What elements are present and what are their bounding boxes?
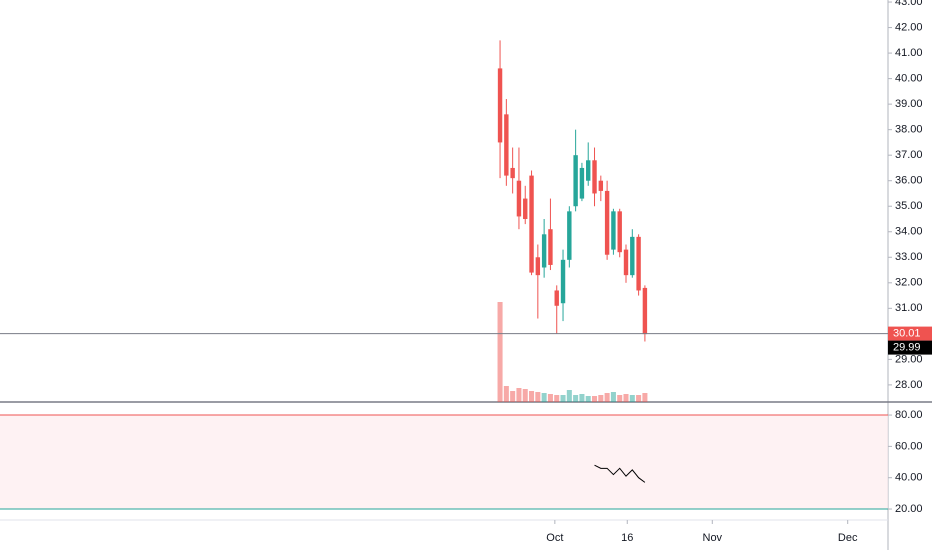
x-tick-label: Nov xyxy=(703,532,723,544)
candle-body xyxy=(630,236,635,276)
candle-body xyxy=(567,211,572,260)
candle-body xyxy=(623,249,629,276)
y-tick-label: 38.00 xyxy=(895,124,923,136)
rsi-tick-label: 80.00 xyxy=(895,409,923,421)
candle-body xyxy=(636,236,641,291)
candle-body xyxy=(598,180,604,191)
volume-bar xyxy=(592,396,598,402)
volume-bar xyxy=(623,394,629,402)
rsi-band xyxy=(0,415,888,510)
candle-body xyxy=(592,160,597,194)
candle-body xyxy=(611,211,616,250)
candle-body xyxy=(586,160,591,181)
volume-bar xyxy=(610,392,616,402)
price-label: 30.01 xyxy=(893,328,921,340)
y-tick-label: 37.00 xyxy=(895,149,923,161)
candle-body xyxy=(642,287,648,335)
candle-body xyxy=(504,114,509,176)
volume-bar xyxy=(560,395,566,402)
volume-bar xyxy=(541,393,547,402)
candle-body xyxy=(529,175,534,273)
volume-bar xyxy=(604,393,610,402)
candle-body xyxy=(573,155,578,207)
volume-bar xyxy=(598,395,604,402)
volume-bar xyxy=(503,386,509,402)
y-tick-label: 29.00 xyxy=(895,353,923,365)
volume-bar xyxy=(636,395,642,402)
volume-bar xyxy=(579,394,585,402)
rsi-line xyxy=(594,464,646,483)
y-tick-label: 39.00 xyxy=(895,98,923,110)
candle-body xyxy=(497,68,503,143)
candle-body xyxy=(541,234,547,268)
x-tick-label: Dec xyxy=(838,532,858,544)
y-tick-label: 36.00 xyxy=(895,175,923,187)
x-tick-label: Oct xyxy=(546,532,563,544)
volume-bar xyxy=(497,302,503,402)
x-tick-label: 16 xyxy=(621,532,633,544)
candle-body xyxy=(560,259,566,304)
volume-bar xyxy=(516,388,522,402)
volume-bar xyxy=(522,389,528,402)
y-tick-label: 28.00 xyxy=(895,379,923,391)
volume-bar xyxy=(642,393,648,402)
price-label-bg xyxy=(888,326,932,341)
y-tick-label: 43.00 xyxy=(895,0,923,8)
volume-bar xyxy=(529,391,535,402)
candle-body xyxy=(548,229,553,265)
candle-body xyxy=(510,167,515,179)
candle-body xyxy=(579,167,585,199)
volume-bar xyxy=(617,395,623,402)
rsi-tick-label: 40.00 xyxy=(895,472,923,484)
candle-body xyxy=(516,180,522,217)
volume-bar xyxy=(585,396,591,402)
price-label: 29.99 xyxy=(893,342,921,354)
volume-bar xyxy=(547,394,553,402)
volume-bar xyxy=(535,392,541,402)
volume-bar xyxy=(510,391,516,402)
y-tick-label: 34.00 xyxy=(895,226,923,238)
candle-body xyxy=(604,190,610,255)
price-label-bg xyxy=(888,340,932,355)
y-tick-label: 35.00 xyxy=(895,200,923,212)
y-tick-label: 42.00 xyxy=(895,21,923,33)
volume-bar xyxy=(629,395,635,402)
volume-bar xyxy=(566,390,572,402)
volume-bar xyxy=(573,395,579,402)
candle-body xyxy=(617,211,622,253)
volume-bar xyxy=(554,395,560,402)
rsi-tick-label: 60.00 xyxy=(895,440,923,452)
y-tick-label: 31.00 xyxy=(895,302,923,314)
y-tick-label: 33.00 xyxy=(895,251,923,263)
candle-body xyxy=(535,257,541,276)
candle-body xyxy=(554,290,559,306)
y-tick-label: 40.00 xyxy=(895,73,923,85)
rsi-tick-label: 20.00 xyxy=(895,503,923,515)
y-tick-label: 41.00 xyxy=(895,47,923,59)
y-tick-label: 32.00 xyxy=(895,277,923,289)
candle-body xyxy=(523,198,528,219)
